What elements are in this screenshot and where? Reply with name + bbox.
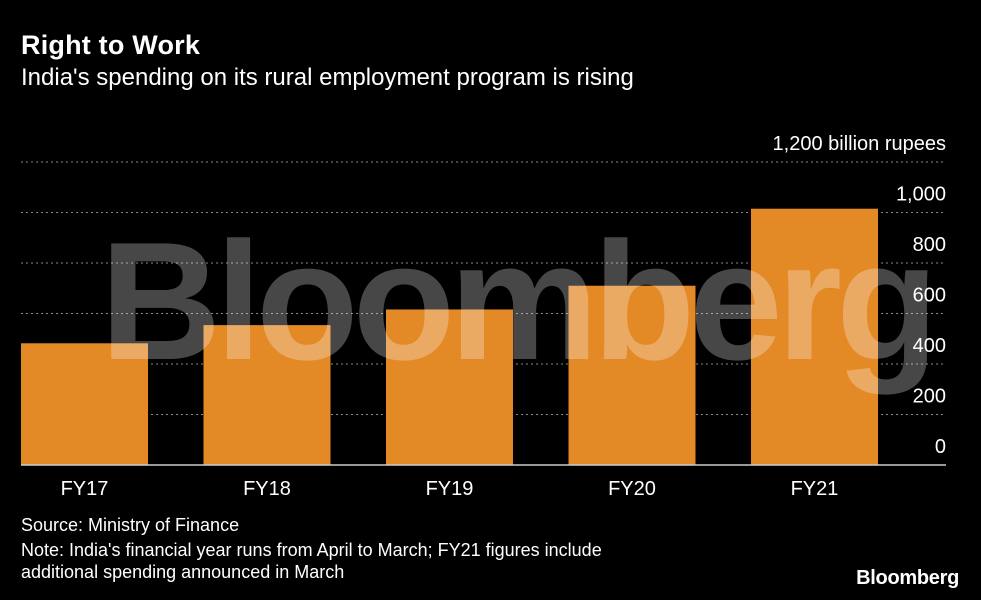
y-tick-label: 0 [935,436,946,458]
bar-chart: 0 200 400 600 800 1,000 1,200 billion rupees FY… [21,133,946,500]
y-tick-label: 400 [913,335,946,357]
source-note: Source: Ministry of Finance [21,515,240,535]
bar [21,343,148,465]
chart-title: Right to Work [21,30,201,60]
y-tick-label: 600 [913,285,946,307]
bar [568,285,696,465]
note-line-1: Note: India's financial year runs from A… [21,540,602,560]
y-tick-label: 1,000 [896,184,946,206]
chart-subtitle: India's spending on its rural employment… [21,64,634,91]
x-tick-label: FY19 [426,478,474,500]
x-tick-label: FY18 [243,478,291,500]
y-tick-label: 1,200 billion rupees [773,133,946,155]
y-tick-label: 800 [913,234,946,256]
x-tick-label: FY17 [61,478,109,500]
bar [751,208,878,465]
y-tick-label: 200 [913,386,946,408]
note-line-2: additional spending announced in March [21,562,345,582]
x-tick-label: FY20 [608,478,656,500]
bar [203,325,331,465]
bloomberg-logo: Bloomberg [856,567,959,589]
bar [386,309,513,465]
x-tick-label: FY21 [791,478,839,500]
